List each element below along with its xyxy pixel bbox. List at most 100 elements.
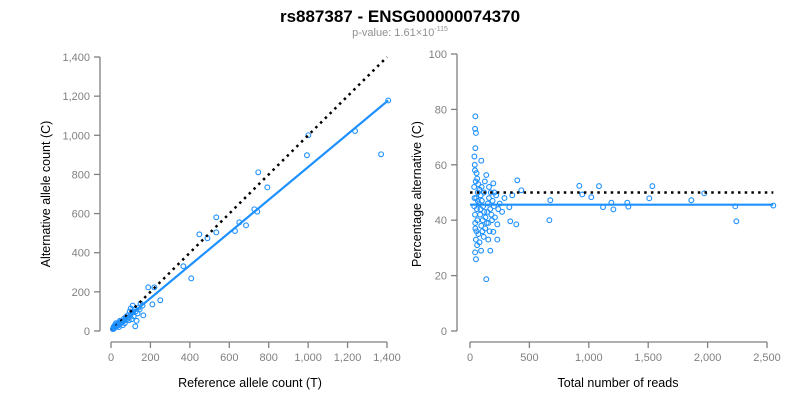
chart-subtitle: p-value: 1.61×10-115: [352, 26, 448, 39]
y-tick-label: 0: [441, 326, 447, 338]
x-tick-label: 2,000: [694, 352, 722, 364]
data-point: [483, 220, 490, 226]
data-point: [145, 284, 152, 291]
y-tick-label: 1,400: [62, 52, 90, 64]
data-point: [514, 177, 521, 184]
data-point: [491, 214, 498, 221]
data-point: [487, 189, 494, 196]
data-point: [487, 247, 494, 254]
x-tick-label: 400: [181, 352, 199, 364]
data-point: [478, 157, 485, 164]
data-point: [133, 317, 140, 324]
data-point: [596, 183, 602, 190]
x-tick-label: 2,500: [753, 352, 781, 364]
y-tick-label: 80: [435, 104, 447, 116]
data-point: [188, 275, 195, 282]
data-point: [474, 242, 481, 249]
data-point: [471, 161, 478, 168]
data-point: [480, 233, 487, 240]
data-point: [494, 221, 501, 228]
data-point: [546, 217, 553, 224]
data-point: [486, 195, 492, 201]
data-point: [125, 317, 132, 324]
data-point: [501, 195, 508, 201]
data-point: [483, 172, 490, 178]
x-tick-label: 0: [108, 352, 114, 364]
data-point: [130, 313, 137, 320]
y-tick-label: 40: [435, 215, 447, 227]
data-point: [473, 228, 480, 235]
data-point: [478, 184, 485, 190]
data-point: [610, 206, 617, 213]
data-point: [481, 189, 487, 196]
y-axis-title: Percentage alternative (C): [410, 121, 424, 267]
y-tick-label: 600: [72, 209, 90, 221]
y-tick-label: 1,000: [62, 130, 90, 142]
y-tick-label: 200: [72, 287, 90, 299]
reference-line: [110, 56, 388, 332]
data-point: [213, 214, 220, 221]
data-point: [518, 187, 525, 194]
data-point: [547, 197, 554, 204]
data-point: [305, 132, 312, 139]
data-point: [472, 129, 479, 136]
data-point: [486, 228, 493, 235]
data-point: [471, 153, 478, 160]
data-point: [157, 297, 164, 304]
y-tick-label: 60: [435, 160, 447, 172]
y-tick-label: 800: [72, 169, 90, 181]
x-axis-title: Total number of reads: [558, 376, 679, 390]
data-point: [485, 236, 492, 243]
data-point: [496, 200, 503, 207]
data-point: [507, 218, 514, 225]
data-point: [472, 211, 478, 218]
data-point: [140, 312, 147, 319]
data-point: [495, 206, 502, 213]
p-value-text: p-value: 1.61×10: [352, 27, 434, 39]
data-point: [494, 236, 501, 243]
data-point: [243, 222, 249, 229]
data-point: [489, 217, 495, 224]
data-point: [479, 217, 486, 224]
y-tick-label: 0: [84, 326, 90, 338]
x-tick-label: 800: [260, 352, 278, 364]
y-axis-title: Alternative allele count (C): [39, 121, 53, 268]
data-point: [576, 182, 583, 189]
x-tick-label: 1,400: [373, 352, 401, 364]
data-point: [472, 236, 479, 243]
data-point: [304, 152, 310, 159]
p-value-exponent: -115: [434, 26, 448, 33]
data-point: [132, 323, 139, 330]
data-point: [490, 228, 497, 235]
data-point: [180, 263, 187, 270]
data-point: [513, 221, 520, 228]
data-point: [486, 184, 492, 190]
data-point: [477, 211, 484, 218]
data-point: [688, 197, 695, 204]
x-tick-label: 500: [520, 352, 538, 364]
y-tick-label: 400: [72, 248, 90, 260]
x-tick-label: 1,200: [334, 352, 362, 364]
data-point: [474, 197, 481, 204]
data-point: [472, 113, 479, 120]
data-point: [649, 183, 656, 190]
data-point: [149, 301, 156, 308]
data-point: [472, 256, 479, 263]
x-tick-label: 200: [141, 352, 159, 364]
data-point: [579, 191, 586, 198]
data-point: [473, 170, 480, 177]
x-axis-title: Reference allele count (T): [178, 376, 322, 390]
x-tick-label: 600: [220, 352, 238, 364]
x-tick-label: 0: [467, 352, 473, 364]
data-point: [481, 208, 488, 215]
data-point: [385, 97, 392, 104]
y-tick-label: 1,200: [62, 91, 90, 103]
data-point: [255, 169, 262, 176]
x-tick-label: 1,500: [634, 352, 662, 364]
data-point: [490, 180, 497, 187]
chart-title: rs887387 - ENSG00000074370: [280, 7, 520, 26]
data-point: [484, 200, 491, 207]
data-point: [499, 208, 506, 215]
data-point: [478, 247, 484, 254]
data-point: [733, 218, 740, 225]
